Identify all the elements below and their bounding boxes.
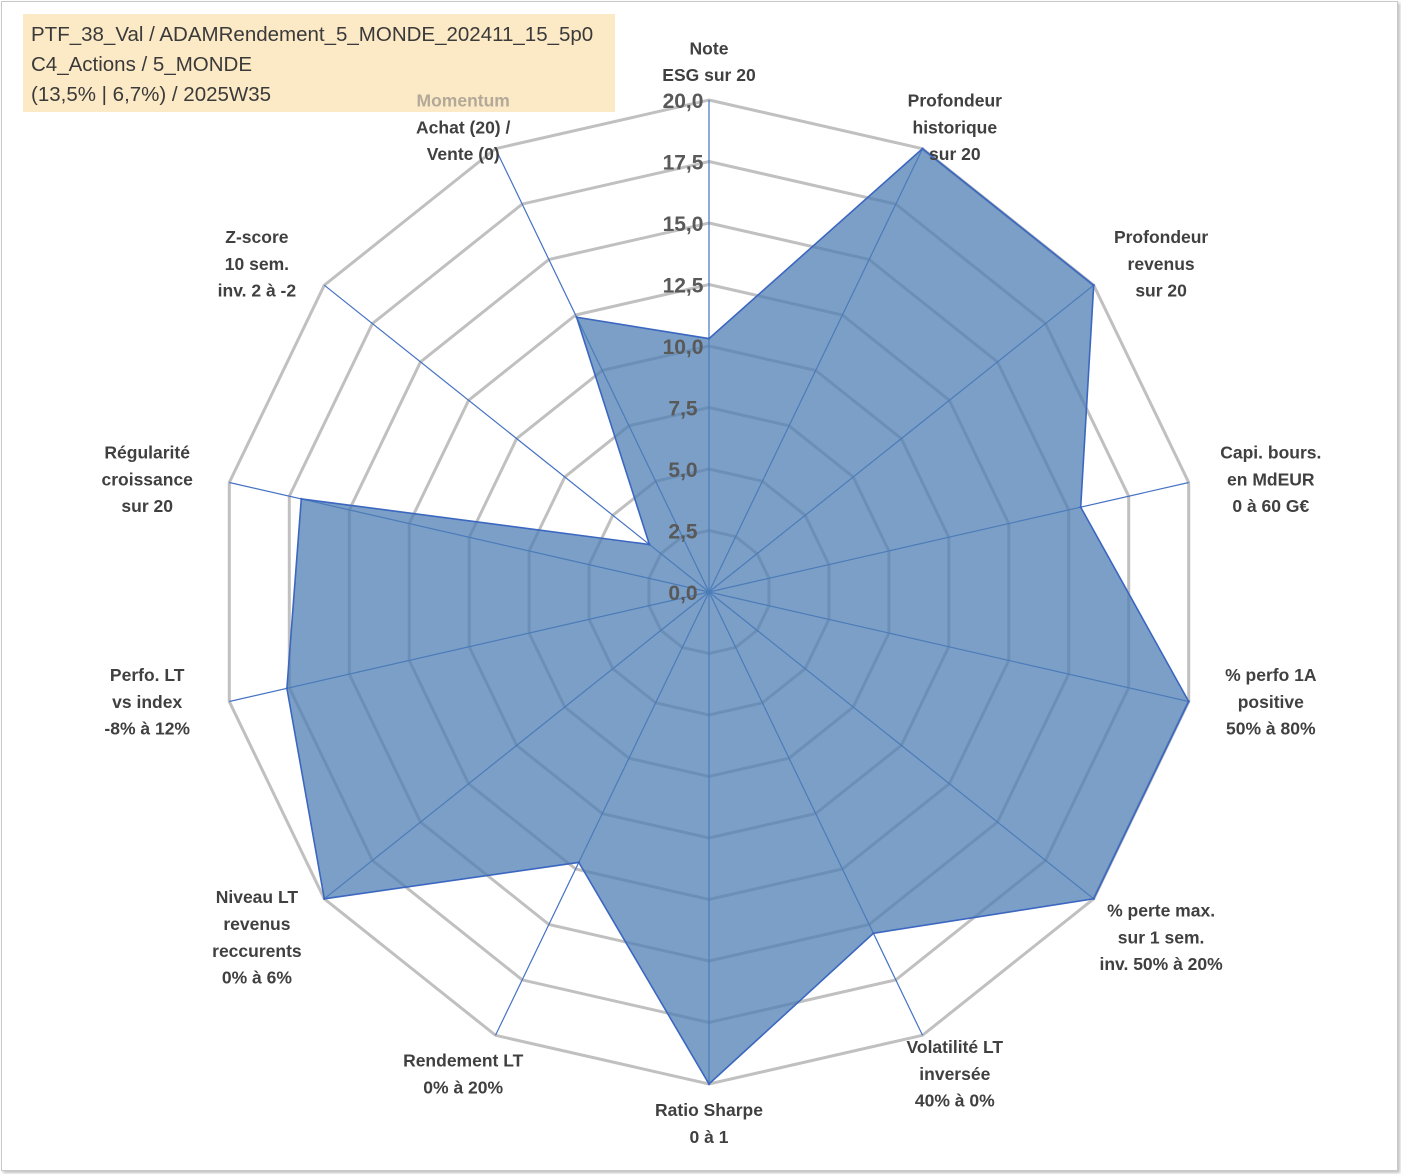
series-point-11 <box>300 497 303 501</box>
axis-labels: Note ESG sur 20 Profondeur historique sur 20… <box>101 38 1321 1146</box>
tick-label-8: 20,0 <box>663 90 704 113</box>
spoke-12 <box>323 284 710 593</box>
axis-label-11-line-0: Régularité <box>104 443 190 463</box>
series-point-0 <box>707 337 711 340</box>
axis-label-1-line-2: sur 20 <box>929 144 981 164</box>
tick-label-5: 12,5 <box>663 275 704 298</box>
series-point-6 <box>872 932 875 935</box>
axis-label-10-line-1: vs index <box>112 692 182 712</box>
series-point-4 <box>1187 700 1190 703</box>
series-point-2 <box>1092 284 1095 287</box>
axis-label-11-line-2: sur 20 <box>121 496 173 516</box>
axis-label-2-line-0: Profondeur <box>1114 227 1208 247</box>
radial-tick-labels: 0,0 2,5 5,0 7,5 10,0 12,5 15,0 17,5 20,0 <box>663 90 704 605</box>
axis-label-0-line-0: Note <box>690 38 729 58</box>
tick-label-1: 2,5 <box>668 521 698 544</box>
axis-label-4: % perfo 1A positive 50% à 80% <box>1225 665 1317 739</box>
axis-label-4-line-1: positive <box>1238 692 1304 712</box>
axis-label-11-line-1: croissance <box>101 469 193 489</box>
series-point-3 <box>1079 506 1082 509</box>
axis-label-5-line-2: inv. 50% à 20% <box>1099 954 1223 974</box>
axis-label-7-line-1: 0 à 1 <box>690 1127 729 1147</box>
axis-label-2-line-2: sur 20 <box>1135 281 1187 301</box>
axis-label-6: Volatilité LT inversée 40% à 0% <box>907 1037 1004 1111</box>
tick-label-6: 15,0 <box>663 213 704 236</box>
tick-label-0: 0,0 <box>668 582 697 605</box>
axis-label-7: Ratio Sharpe 0 à 1 <box>655 1100 763 1147</box>
axis-label-1: Profondeur historique sur 20 <box>908 91 1002 165</box>
axis-label-8-line-1: 0% à 20% <box>423 1077 503 1097</box>
tick-label-7: 17,5 <box>663 152 704 175</box>
axis-label-10-line-2: -8% à 12% <box>104 719 190 739</box>
series-point-1 <box>921 147 924 150</box>
info-line-portfolio: PTF_38_Val / ADAMRendement_5_MONDE_20241… <box>31 23 594 46</box>
axis-label-2: Profondeur revenus sur 20 <box>1114 227 1208 301</box>
radar-series <box>285 147 1190 1086</box>
series-point-8 <box>577 861 580 864</box>
series-point-10 <box>285 687 289 690</box>
series-point-12 <box>648 543 651 546</box>
axis-label-8: Rendement LT 0% à 20% <box>403 1051 524 1098</box>
axis-label-5-line-1: sur 1 sem. <box>1118 927 1205 947</box>
axis-label-0-line-1: ESG sur 20 <box>662 65 756 85</box>
axis-label-5: % perte max. sur 1 sem. inv. 50% à 20% <box>1099 901 1223 975</box>
axis-label-1-line-1: historique <box>913 117 998 137</box>
axis-label-13-line-2: Vente (0) <box>427 144 500 164</box>
axis-label-12-line-1: 10 sem. <box>225 254 289 274</box>
axis-label-10: Perfo. LT vs index -8% à 12% <box>104 665 190 739</box>
axis-label-0: Note ESG sur 20 <box>662 38 756 85</box>
info-line-category: C4_Actions / 5_MONDE <box>31 53 253 76</box>
axis-label-12: Z-score 10 sem. inv. 2 à -2 <box>218 227 297 301</box>
series-point-5 <box>1092 897 1095 900</box>
axis-label-13: Momentum Achat (20) / Vente (0) <box>416 91 510 165</box>
axis-label-3-line-0: Capi. bours. <box>1220 443 1321 463</box>
axis-label-9-line-0: Niveau LT <box>216 887 299 907</box>
axis-label-1-line-0: Profondeur <box>908 91 1002 111</box>
axis-label-2-line-1: revenus <box>1128 254 1195 274</box>
axis-label-7-line-0: Ratio Sharpe <box>655 1100 763 1120</box>
axis-label-13-line-1: Achat (20) / <box>416 117 510 137</box>
axis-label-13-line-0: Momentum <box>417 91 510 111</box>
portfolio-info-box: PTF_38_Val / ADAMRendement_5_MONDE_20241… <box>23 14 615 112</box>
axis-label-12-line-0: Z-score <box>225 227 288 247</box>
axis-label-3-line-1: en MdEUR <box>1227 469 1315 489</box>
series-area-0 <box>286 147 1190 1086</box>
axis-label-6-line-0: Volatilité LT <box>907 1037 1004 1057</box>
axis-label-12-line-2: inv. 2 à -2 <box>218 281 297 301</box>
axis-label-3-line-2: 0 à 60 G€ <box>1232 496 1309 516</box>
axis-label-11: Régularité croissance sur 20 <box>101 443 193 517</box>
series-point-9 <box>323 897 326 900</box>
axis-label-4-line-0: % perfo 1A <box>1225 665 1317 685</box>
tick-label-2: 5,0 <box>668 459 697 482</box>
axis-label-9-line-1: revenus <box>223 914 290 934</box>
tick-label-3: 7,5 <box>668 398 698 421</box>
info-line-period: (13,5% | 6,7%) / 2025W35 <box>31 83 272 106</box>
axis-label-5-line-0: % perte max. <box>1107 901 1215 921</box>
series-point-7 <box>707 1082 711 1086</box>
axis-label-10-line-0: Perfo. LT <box>110 665 185 685</box>
axis-label-8-line-0: Rendement LT <box>403 1051 524 1071</box>
axis-label-3: Capi. bours. en MdEUR 0 à 60 G€ <box>1220 443 1321 517</box>
axis-label-4-line-2: 50% à 80% <box>1226 719 1316 739</box>
tick-label-4: 10,0 <box>663 336 704 359</box>
axis-label-9: Niveau LT revenus reccurents 0% à 6% <box>212 887 302 987</box>
axis-label-6-line-2: 40% à 0% <box>915 1091 995 1111</box>
series-point-13 <box>575 316 578 319</box>
axis-label-9-line-2: reccurents <box>212 941 302 961</box>
axis-label-9-line-3: 0% à 6% <box>222 968 292 988</box>
axis-label-6-line-1: inversée <box>919 1064 990 1084</box>
